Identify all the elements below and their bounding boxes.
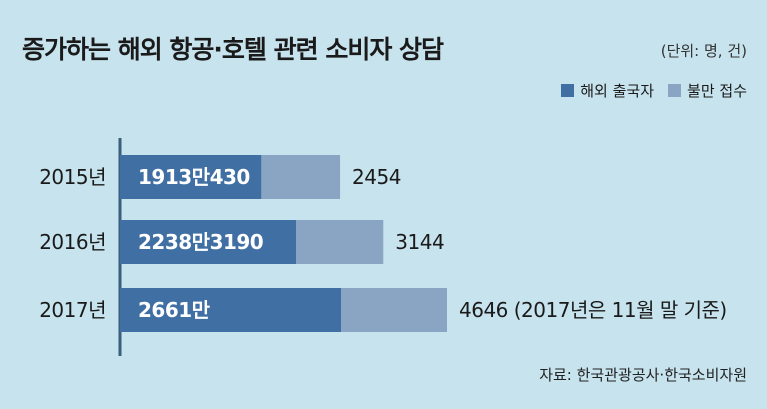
category-label-0: 2015년 — [39, 165, 106, 189]
unit-label: (단위: 명, 건) — [660, 42, 747, 60]
bar-departures-1 — [120, 220, 297, 264]
legend-item-complaints: 불만 접수 — [668, 80, 747, 101]
category-label-2: 2017년 — [39, 298, 106, 322]
departures-value-label-0: 1913만430 — [138, 165, 250, 189]
bar-complaints-1 — [296, 220, 384, 264]
bar-complaints-2 — [341, 288, 447, 332]
chart-title: 증가하는 해외 항공·호텔 관련 소비자 상담 — [22, 35, 444, 64]
legend: 해외 출국자 불만 접수 — [561, 80, 747, 101]
bar-complaints-0 — [261, 155, 341, 199]
complaints-value-label-0: 2454 — [352, 165, 401, 189]
legend-swatch-departures — [561, 84, 575, 97]
legend-label-complaints: 불만 접수 — [687, 82, 747, 100]
legend-label-departures: 해외 출국자 — [580, 82, 655, 100]
complaints-value-label-2: 4646 (2017년은 11월 말 기준) — [459, 298, 727, 322]
category-label-1: 2016년 — [39, 230, 106, 254]
legend-item-departures: 해외 출국자 — [561, 80, 654, 101]
legend-swatch-complaints — [668, 84, 682, 97]
source-note: 자료: 한국관광공사·한국소비자원 — [539, 366, 747, 384]
bar-departures-2 — [120, 288, 341, 332]
departures-value-label-2: 2661만 — [138, 298, 211, 322]
departures-value-label-1: 2238만3190 — [138, 230, 263, 254]
bar-departures-0 — [120, 155, 262, 199]
complaints-value-label-1: 3144 — [395, 230, 444, 254]
